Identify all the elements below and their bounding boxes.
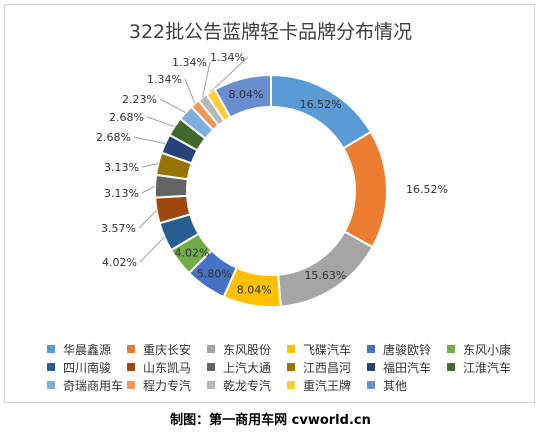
legend-label: 江淮汽车 [463,360,512,375]
legend-swatch [127,345,135,353]
legend-swatch [47,381,55,389]
legend-label: 乾龙专汽 [223,378,272,393]
data-label: 8.04% [237,284,272,297]
legend-item: 东风股份 [207,342,287,357]
legend-item: 其他 [367,378,447,393]
legend-item: 江西昌河 [287,360,367,375]
data-label: 5.80% [197,267,232,280]
leader-line [202,61,211,98]
data-label: 15.63% [304,269,346,282]
leader-line [133,136,166,145]
data-label: 2.23% [122,93,157,106]
legend: 华晨鑫源 重庆长安 东风股份 飞碟汽车 唐骏欧铃 东风小康四川南骏 山东凯马 上汽大通 江西昌河… [47,342,527,393]
donut-slice [213,73,272,119]
legend-label: 唐骏欧铃 [383,342,432,357]
legend-item: 重庆长安 [127,342,207,357]
legend-swatch [207,345,215,353]
data-label: 1.34% [147,73,182,86]
legend-label: 其他 [383,378,408,393]
legend-label: 华晨鑫源 [63,342,112,357]
legend-label: 东风股份 [223,342,272,357]
legend-label: 重庆长安 [143,342,192,357]
data-label: 1.34% [210,51,245,64]
legend-item: 福田汽车 [367,360,447,375]
data-label: 3.13% [104,187,139,200]
legend-swatch [287,363,295,371]
legend-label: 福田汽车 [383,360,432,375]
data-label: 1.34% [172,56,207,69]
chart-frame: 322批公告蓝牌轻卡品牌分布情况 16.52% 16.52% 15.63% 8.04%… [4,4,535,403]
legend-swatch [47,345,55,353]
legend-item: 唐骏欧铃 [367,342,447,357]
leader-line [146,116,175,128]
legend-item: 四川南骏 [47,360,127,375]
legend-label: 程力专汽 [143,378,192,393]
legend-label: 重汽王牌 [303,378,352,393]
data-label: 3.57% [101,222,136,235]
legend-label: 山东凯马 [143,360,192,375]
data-label: 2.68% [109,111,144,124]
legend-item: 乾龙专汽 [207,378,287,393]
donut-slice [270,73,373,150]
legend-swatch [127,363,135,371]
legend-item: 飞碟汽车 [287,342,367,357]
legend-swatch [367,345,375,353]
chart-title: 322批公告蓝牌轻卡品牌分布情况 [128,21,413,43]
leader-line [159,98,186,113]
legend-swatch [207,381,215,389]
credit-text: 制图：第一商用车网 cvworld.cn [170,413,371,428]
legend-swatch [287,381,295,389]
legend-item: 程力专汽 [127,378,207,393]
legend-label: 江西昌河 [303,360,352,375]
leader-line [138,210,158,229]
legend-swatch [127,381,135,389]
legend-item: 上汽大通 [207,360,287,375]
leader-line [141,185,156,194]
legend-item: 江淮汽车 [447,360,527,375]
donut-slice [341,130,388,249]
data-label: 4.02% [175,246,210,259]
leader-line [139,236,165,263]
legend-swatch [367,363,375,371]
data-label: 3.13% [104,161,139,174]
legend-label: 奇瑞商用车 [63,378,124,393]
data-label: 4.02% [102,256,137,269]
data-label: 16.52% [300,98,342,111]
data-label: 2.68% [96,131,131,144]
legend-swatch [207,363,215,371]
donut-chart: 16.52% 16.52% 15.63% 8.04% 5.80% 4.02% 4.02% 3.… [96,51,448,308]
legend-swatch [47,363,55,371]
legend-label: 上汽大通 [223,360,272,375]
legend-item: 重汽王牌 [287,378,367,393]
legend-swatch [447,345,455,353]
legend-label: 东风小康 [463,342,512,357]
leader-line [184,78,196,104]
data-label: 8.04% [229,88,264,101]
legend-item: 奇瑞商用车 [47,378,127,393]
leader-line [141,163,159,168]
legend-item: 山东凯马 [127,360,207,375]
leader-line [210,56,249,93]
data-label: 16.52% [406,183,448,196]
legend-swatch [367,381,375,389]
legend-item: 华晨鑫源 [47,342,127,357]
legend-swatch [447,363,455,371]
legend-item: 东风小康 [447,342,527,357]
legend-label: 四川南骏 [63,360,112,375]
legend-label: 飞碟汽车 [303,342,352,357]
legend-swatch [287,345,295,353]
